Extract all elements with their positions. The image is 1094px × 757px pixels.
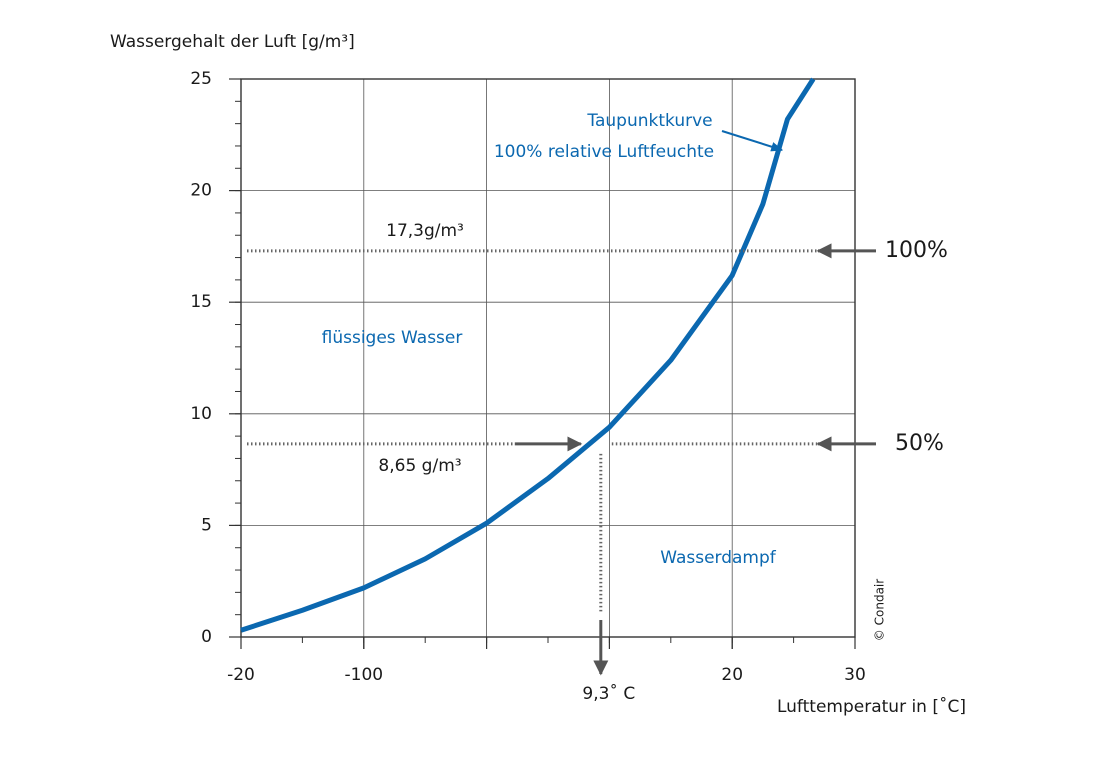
- region-label: Wasserdampf: [660, 548, 777, 568]
- curve-label: Taupunktkurve: [586, 111, 712, 131]
- x-axis-label: Lufttemperatur in [˚C]: [777, 696, 966, 717]
- reference-label: 17,3g/m³: [386, 221, 464, 241]
- credit: © Condair: [873, 579, 887, 641]
- x-tick-label: 20: [721, 665, 743, 685]
- dew-point-curve: [240, 77, 816, 633]
- y-tick-label: 25: [190, 69, 212, 89]
- curve-label: 100% relative Luftfeuchte: [494, 142, 714, 162]
- dew-point-label: 9,3˚ C: [582, 683, 635, 704]
- humidity-label: 50%: [895, 431, 944, 456]
- region-label: flüssiges Wasser: [322, 328, 463, 348]
- humidity-label: 100%: [885, 238, 948, 263]
- x-tick-label: -20: [227, 665, 255, 685]
- curve-pointer: [721, 130, 784, 152]
- y-tick-label: 0: [201, 627, 212, 647]
- y-axis-label: Wassergehalt der Luft [g/m³]: [110, 32, 355, 52]
- y-tick-label: 15: [190, 292, 212, 312]
- x-tick-label: 30: [844, 665, 866, 685]
- plot-frame: [240, 78, 856, 638]
- x-tick-label: -100: [345, 665, 384, 685]
- y-tick-label: 10: [190, 404, 212, 424]
- reference-label: 8,65 g/m³: [378, 456, 461, 476]
- y-tick-label: 5: [201, 515, 212, 535]
- y-tick-label: 20: [190, 181, 212, 201]
